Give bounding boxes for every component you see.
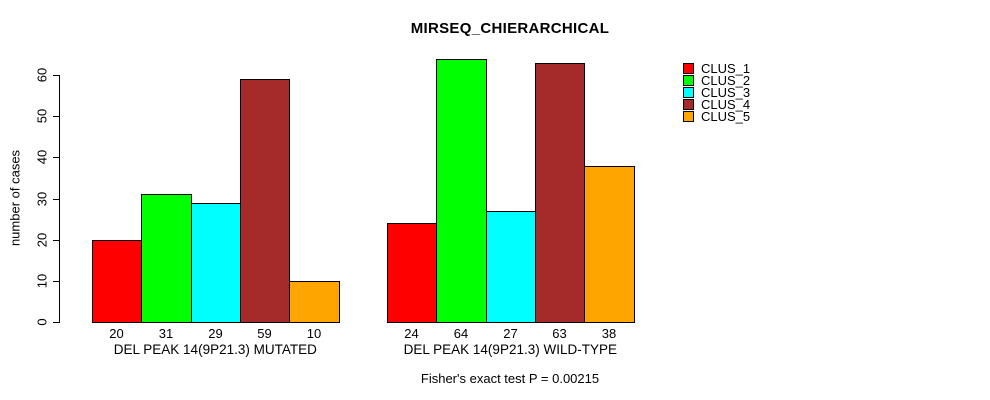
bar-value-label: 10 (306, 326, 322, 341)
y-tick-label: 30 (34, 191, 50, 207)
bar-value-label: 24 (404, 326, 419, 341)
y-tick (53, 157, 60, 158)
y-tick (53, 199, 60, 200)
bar (191, 203, 241, 323)
bar (141, 194, 192, 323)
bar-value-label: 27 (503, 326, 518, 341)
bar (92, 240, 142, 323)
legend-swatch-icon (683, 87, 694, 98)
legend-swatch-icon (683, 99, 694, 110)
bar-value-label: 29 (208, 326, 223, 341)
bar (535, 63, 585, 323)
bar-value-label: 63 (552, 326, 567, 341)
y-tick-label: 20 (34, 232, 50, 248)
y-tick-label: 60 (34, 67, 50, 83)
bar (240, 79, 290, 323)
legend-swatch-icon (683, 75, 694, 86)
legend-label: CLUS_2 (701, 73, 751, 88)
y-tick-label: 10 (34, 273, 50, 289)
legend-item: CLUS_3 (683, 85, 751, 100)
legend-swatch-icon (683, 63, 694, 74)
group-label: DEL PEAK 14(9P21.3) WILD-TYPE (403, 342, 617, 357)
y-tick (53, 240, 60, 241)
y-tick-label: 40 (34, 149, 50, 165)
y-tick (53, 322, 60, 323)
legend-label: CLUS_5 (701, 109, 751, 124)
bar (289, 281, 340, 323)
bar (436, 59, 487, 323)
bar-value-label: 64 (453, 326, 469, 341)
y-tick-label: 0 (34, 318, 50, 326)
legend-swatch-icon (683, 111, 694, 122)
bar-value-label: 59 (257, 326, 272, 341)
bar-value-label: 31 (158, 326, 174, 341)
legend: CLUS_1 CLUS_2 CLUS_3 CLUS_4 CLUS_5 (683, 61, 803, 133)
annotation-text: Fisher's exact test P = 0.00215 (420, 371, 600, 386)
legend-item: CLUS_5 (683, 109, 751, 124)
bar (584, 166, 635, 323)
group-label: DEL PEAK 14(9P21.3) MUTATED (113, 342, 317, 357)
legend-label: CLUS_1 (701, 61, 751, 76)
y-tick (53, 75, 60, 76)
bar (486, 211, 536, 323)
bar-value-label: 38 (601, 326, 617, 341)
legend-item: CLUS_4 (683, 97, 751, 112)
y-tick (53, 281, 60, 282)
legend-label: CLUS_4 (701, 97, 751, 112)
y-tick-label: 50 (34, 108, 50, 124)
bar (387, 223, 437, 323)
chart-title: MIRSEQ_CHIERARCHICAL (410, 20, 610, 37)
legend-item: CLUS_2 (683, 73, 751, 88)
legend-item: CLUS_1 (683, 61, 751, 76)
y-tick (53, 116, 60, 117)
legend-label: CLUS_3 (701, 85, 751, 100)
bar-value-label: 20 (109, 326, 124, 341)
